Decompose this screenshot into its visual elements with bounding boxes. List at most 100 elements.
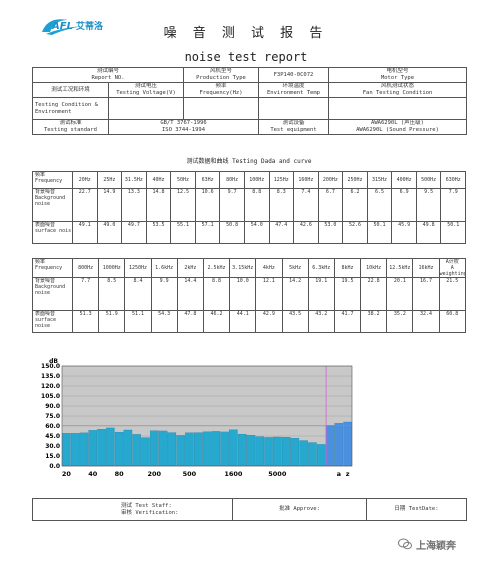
spectrum-bar [167, 432, 177, 467]
freq-header-cell: 4kHz [255, 258, 283, 278]
background-value-cell: 6.2 [342, 188, 368, 222]
freq-header-cell: 2.5kHz [202, 258, 231, 278]
background-value-cell: 8.8 [202, 277, 231, 311]
env-temp-label: 环境温度 Environment Temp [258, 82, 329, 98]
surface-value-cell: 49.1 [72, 221, 98, 244]
x-tick-label: 500 [183, 470, 197, 478]
freq-header-cell: 31.5Hz [121, 171, 147, 189]
fan-status-value [328, 97, 467, 120]
spectrum-bar [88, 430, 98, 467]
background-value-cell: 20.1 [386, 277, 414, 311]
y-tick-label: 60.0 [45, 423, 60, 430]
surface-value-cell: 55.1 [170, 221, 196, 244]
fan-model-value: F3P140-0C072 [258, 67, 329, 83]
voltage-label: 测试电压 Testing Voltage(V) [108, 82, 184, 98]
surface-value-cell: 41.7 [333, 310, 362, 333]
background-value-cell: 7.7 [71, 277, 100, 311]
freq-header-cell: 2kHz [176, 258, 204, 278]
svg-text:艾蒂洛: 艾蒂洛 [76, 20, 104, 32]
spectrum-bar [79, 432, 89, 467]
surface-value-cell: 51.3 [71, 310, 100, 333]
spectrum-bar [123, 429, 133, 467]
date-field: 日期 TestDate: [366, 498, 467, 521]
surface-value-cell: 45.9 [391, 221, 417, 244]
background-value-cell: 8.5 [98, 277, 126, 311]
background-value-cell: 12.1 [255, 277, 283, 311]
spectrum-bar [106, 427, 115, 467]
freq-header-cell: 16kHz [412, 258, 440, 278]
spectrum-bar [97, 429, 106, 467]
background-row-label: 背景噪音 Background noise [32, 277, 73, 311]
equipment-label: 测试设备 Test equipment [258, 119, 329, 135]
surface-value-cell: 53.0 [317, 221, 344, 244]
spectrum-bar [316, 444, 326, 467]
approve-field: 批准 Approve: [232, 498, 367, 521]
freq-header-cell: 125Hz [268, 171, 295, 189]
report-title-cn: 噪 音 测 试 报 告 [163, 26, 329, 41]
spectrum-bar [290, 438, 300, 467]
freq-header-cell: 25Hz [96, 171, 123, 189]
spectrum-bar [132, 434, 141, 467]
freq-header-cell: 1.6kHz [150, 258, 178, 278]
surface-row-label: 表面噪音 surface noise [32, 310, 73, 333]
surface-value-cell: 54.0 [243, 221, 270, 244]
background-value-cell: 8.8 [243, 188, 270, 222]
freq-header-cell: 6.3kHz [307, 258, 335, 278]
surface-value-cell: 50.1 [366, 221, 393, 244]
spectrum-bar [202, 431, 212, 467]
surface-value-cell: 44.1 [229, 310, 257, 333]
company-logo-graphic: AFL 艾蒂洛 [42, 19, 104, 35]
env-temp-value [258, 97, 329, 120]
x-tick-label: 40 [88, 470, 98, 478]
surface-value-cell: 49.8 [415, 221, 442, 244]
frequency-table-low: 频率 Frequency 20Hz 25Hz 31.5Hz 40Hz 50Hz 63Hz 80… [32, 171, 466, 244]
svg-text:AFL: AFL [51, 21, 73, 32]
x-tick-label: 5000 [268, 470, 287, 478]
freq-header-cell: 12.5kHz [386, 258, 414, 278]
background-a-weight-cell: 21.5 [438, 277, 467, 311]
background-value-cell: 6.9 [391, 188, 417, 222]
info-table: 测试编号 Report NO. 风机型号 Production Type F3P14… [32, 67, 467, 135]
background-value-cell: 22.7 [72, 188, 98, 222]
equipment-value: AWA6290L (声压级) AWA6290L (Sound Pressure) [328, 119, 467, 135]
freq-header-cell: 1000Hz [98, 258, 126, 278]
spectrum-bar [114, 431, 124, 467]
spectrum-bar [229, 429, 238, 467]
surface-row-label: 表面噪音 surface nois [32, 221, 73, 244]
surface-value-cell: 47.4 [268, 221, 295, 244]
signature-table: 测试 Test Staff: 审核 Verification: 批准 Appro… [32, 498, 467, 521]
frequency-table-high: 频率 Frequency 800Hz 1000Hz 1250Hz 1.6kHz 2kHz 2… [32, 258, 467, 333]
x-tick-label: 200 [147, 470, 161, 478]
freq-header-cell: 400Hz [391, 171, 417, 189]
freq-header-cell: 80Hz [219, 171, 245, 189]
spectrum-bar [255, 436, 264, 467]
spectrum-bar [220, 431, 229, 467]
x-tick-label: 80 [115, 470, 125, 478]
spectrum-bar [141, 437, 150, 467]
freq-header-cell: 50Hz [170, 171, 196, 189]
spectrum-bar [176, 435, 185, 467]
freq-row-label: 频率 Frequency [32, 171, 73, 189]
frequency-label: 频率 Frequency(Hz) [183, 82, 259, 98]
freq-header-cell: 160Hz [293, 171, 319, 189]
spectrum-bar [150, 430, 159, 467]
y-tick-label: 90.0 [45, 403, 60, 410]
surface-value-cell: 42.9 [255, 310, 283, 333]
plot-frame [61, 365, 353, 467]
freq-header-cell: 1250Hz [124, 258, 152, 278]
spectrum-bar [343, 421, 352, 467]
section-title: 测试数据和曲线 Testing Dada and curve [186, 158, 312, 165]
report-title-en: noise test report [184, 50, 308, 64]
spectrum-bar [299, 440, 308, 467]
background-value-cell: 22.8 [360, 277, 388, 311]
freq-header-cell: 315Hz [366, 171, 393, 189]
surface-value-cell: 43.2 [307, 310, 335, 333]
frequency-value [183, 97, 259, 120]
surface-value-cell: 46.2 [202, 310, 231, 333]
background-value-cell: 14.4 [176, 277, 204, 311]
spectrum-bar [185, 432, 194, 467]
freq-header-cell: 200Hz [317, 171, 344, 189]
background-value-cell: 10.0 [229, 277, 257, 311]
y-tick-label: 135.0 [41, 373, 60, 380]
